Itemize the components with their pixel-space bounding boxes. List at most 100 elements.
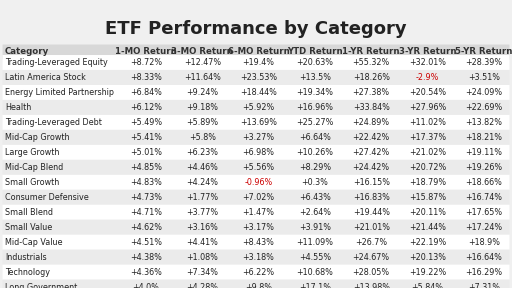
Text: +3.77%: +3.77% — [186, 208, 218, 217]
Text: Large Growth: Large Growth — [5, 148, 59, 157]
Text: Small Growth: Small Growth — [5, 178, 59, 187]
Text: +4.73%: +4.73% — [130, 193, 162, 202]
Text: +9.24%: +9.24% — [186, 88, 218, 97]
Text: +6.98%: +6.98% — [243, 148, 274, 157]
Text: +5.56%: +5.56% — [243, 163, 274, 172]
Text: +9.8%: +9.8% — [245, 283, 272, 288]
Text: +21.02%: +21.02% — [409, 148, 446, 157]
Text: +6.43%: +6.43% — [299, 193, 331, 202]
Text: +16.74%: +16.74% — [465, 193, 502, 202]
Text: Consumer Defensive: Consumer Defensive — [5, 193, 89, 202]
Text: +17.37%: +17.37% — [409, 133, 446, 142]
Text: +18.79%: +18.79% — [409, 178, 446, 187]
Text: Small Blend: Small Blend — [5, 208, 53, 217]
Text: +13.69%: +13.69% — [240, 118, 277, 127]
Text: +6.84%: +6.84% — [130, 88, 162, 97]
Text: Small Value: Small Value — [5, 223, 52, 232]
Text: +20.13%: +20.13% — [409, 253, 446, 262]
Text: +1.47%: +1.47% — [243, 208, 274, 217]
Text: Category: Category — [5, 47, 49, 56]
Text: +4.55%: +4.55% — [299, 253, 331, 262]
Text: +24.09%: +24.09% — [465, 88, 502, 97]
Text: +5.49%: +5.49% — [130, 118, 162, 127]
Text: +21.01%: +21.01% — [353, 223, 390, 232]
Text: +8.72%: +8.72% — [130, 58, 162, 67]
Text: Trading-Leveraged Debt: Trading-Leveraged Debt — [5, 118, 102, 127]
Text: +6.23%: +6.23% — [186, 148, 218, 157]
Text: +5.84%: +5.84% — [412, 283, 443, 288]
Text: +3.51%: +3.51% — [468, 73, 500, 82]
Text: +4.51%: +4.51% — [130, 238, 162, 247]
Text: +4.41%: +4.41% — [186, 238, 218, 247]
Text: +18.66%: +18.66% — [465, 178, 502, 187]
Text: +18.26%: +18.26% — [353, 73, 390, 82]
Text: +3.17%: +3.17% — [243, 223, 274, 232]
Text: +23.53%: +23.53% — [240, 73, 277, 82]
Text: +24.89%: +24.89% — [353, 118, 390, 127]
Text: +3.18%: +3.18% — [243, 253, 274, 262]
Text: +5.8%: +5.8% — [189, 133, 216, 142]
Text: +4.28%: +4.28% — [186, 283, 218, 288]
Text: +4.85%: +4.85% — [130, 163, 162, 172]
Text: +18.21%: +18.21% — [465, 133, 502, 142]
Text: Mid-Cap Blend: Mid-Cap Blend — [5, 163, 63, 172]
Text: +11.09%: +11.09% — [296, 238, 333, 247]
Text: +32.01%: +32.01% — [409, 58, 446, 67]
Text: +6.12%: +6.12% — [130, 103, 162, 112]
Text: +18.44%: +18.44% — [240, 88, 277, 97]
Text: +26.7%: +26.7% — [355, 238, 387, 247]
Text: 5-YR Return: 5-YR Return — [455, 47, 512, 56]
Text: 1-YR Return: 1-YR Return — [343, 47, 400, 56]
Text: +4.62%: +4.62% — [130, 223, 162, 232]
Text: +18.9%: +18.9% — [468, 238, 500, 247]
Text: +10.26%: +10.26% — [296, 148, 333, 157]
Text: +5.01%: +5.01% — [130, 148, 162, 157]
Text: +22.19%: +22.19% — [409, 238, 446, 247]
Text: +16.29%: +16.29% — [465, 268, 502, 277]
Text: Mid-Cap Growth: Mid-Cap Growth — [5, 133, 70, 142]
Text: 6-MO Return: 6-MO Return — [228, 47, 289, 56]
Text: Health: Health — [5, 103, 31, 112]
Text: Industrials: Industrials — [5, 253, 47, 262]
Text: +22.42%: +22.42% — [353, 133, 390, 142]
Text: 3-MO Return: 3-MO Return — [172, 47, 233, 56]
Text: +25.27%: +25.27% — [296, 118, 333, 127]
Text: +3.91%: +3.91% — [299, 223, 331, 232]
Text: +20.63%: +20.63% — [296, 58, 333, 67]
Text: +4.38%: +4.38% — [130, 253, 162, 262]
Text: +0.3%: +0.3% — [302, 178, 328, 187]
Text: +6.22%: +6.22% — [243, 268, 274, 277]
Text: -0.96%: -0.96% — [244, 178, 273, 187]
Text: +11.02%: +11.02% — [409, 118, 446, 127]
Text: +6.64%: +6.64% — [299, 133, 331, 142]
Text: Energy Limited Partnership: Energy Limited Partnership — [5, 88, 114, 97]
Text: +27.38%: +27.38% — [353, 88, 390, 97]
Text: +11.64%: +11.64% — [184, 73, 221, 82]
Text: +19.11%: +19.11% — [465, 148, 502, 157]
Text: +19.26%: +19.26% — [465, 163, 502, 172]
Text: 3-YR Return: 3-YR Return — [399, 47, 456, 56]
Text: +7.34%: +7.34% — [186, 268, 218, 277]
Text: +24.42%: +24.42% — [353, 163, 390, 172]
Text: +7.02%: +7.02% — [243, 193, 274, 202]
Text: +21.44%: +21.44% — [409, 223, 446, 232]
Text: +17.65%: +17.65% — [465, 208, 502, 217]
Text: +4.83%: +4.83% — [130, 178, 162, 187]
Text: +7.31%: +7.31% — [468, 283, 500, 288]
Text: 1-MO Return: 1-MO Return — [115, 47, 177, 56]
Text: +16.15%: +16.15% — [353, 178, 390, 187]
Text: +5.92%: +5.92% — [243, 103, 274, 112]
Text: +9.18%: +9.18% — [186, 103, 218, 112]
Text: +19.44%: +19.44% — [353, 208, 390, 217]
Text: +20.54%: +20.54% — [409, 88, 446, 97]
Text: +16.64%: +16.64% — [465, 253, 502, 262]
Text: +4.71%: +4.71% — [130, 208, 162, 217]
Text: +1.77%: +1.77% — [186, 193, 218, 202]
Text: Mid-Cap Value: Mid-Cap Value — [5, 238, 62, 247]
Text: YTD Return: YTD Return — [287, 47, 343, 56]
Text: +33.84%: +33.84% — [353, 103, 390, 112]
Text: Trading-Leveraged Equity: Trading-Leveraged Equity — [5, 58, 108, 67]
Text: +10.68%: +10.68% — [296, 268, 333, 277]
Text: +15.87%: +15.87% — [409, 193, 446, 202]
Text: +28.05%: +28.05% — [353, 268, 390, 277]
